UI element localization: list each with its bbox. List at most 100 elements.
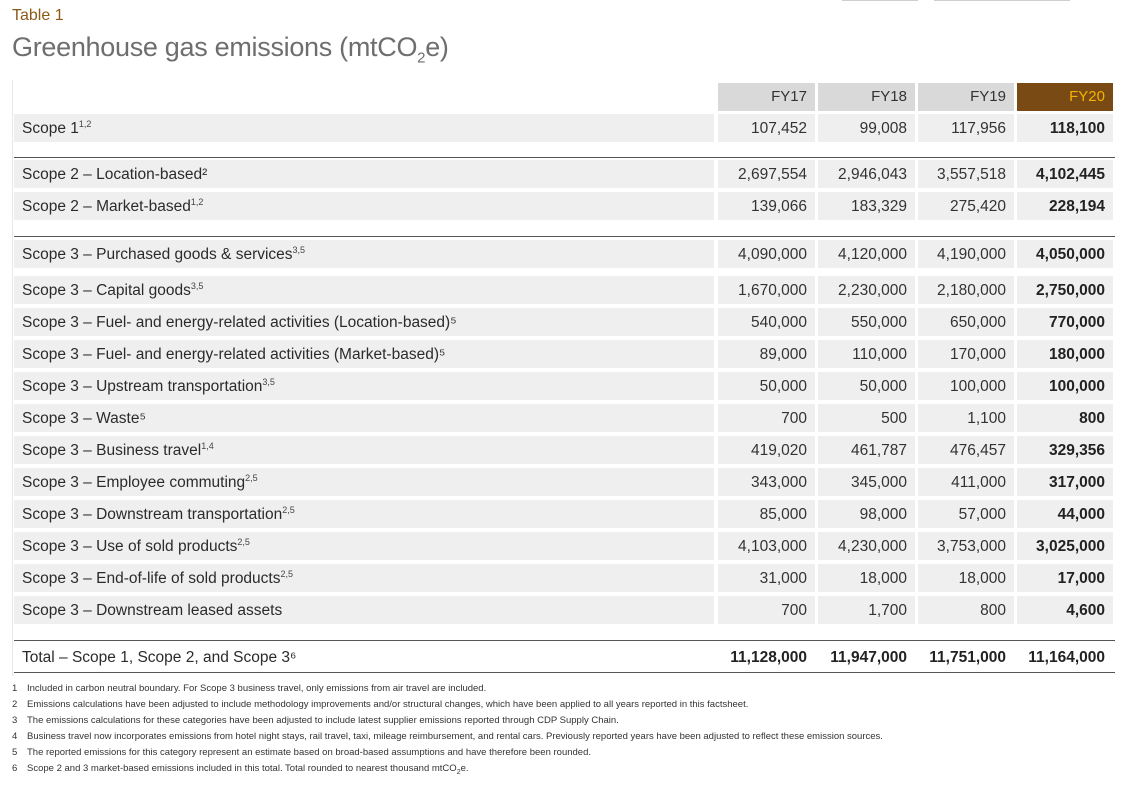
- value-fy20: 329,356: [1048, 442, 1105, 459]
- label-cell-bg: [14, 532, 714, 560]
- label-cell-bg: [14, 468, 714, 496]
- value-cell-bg: [718, 308, 815, 336]
- value-cell-bg: [818, 192, 915, 220]
- value-cell-bg: [1017, 564, 1113, 592]
- label-cell-bg: [14, 114, 714, 142]
- footnote-3: 3 The emissions calculations for these ca…: [12, 715, 619, 726]
- row-label: Scope 2 – Location-based²: [22, 166, 208, 183]
- value-fy19: 11,751,000: [929, 649, 1006, 666]
- value-cell-bg: [918, 114, 1014, 142]
- value-fy19: 117,956: [951, 120, 1006, 137]
- footnote-2: 2 Emissions calculations have been adjust…: [12, 699, 749, 710]
- table-row: Scope 3 – End-of-life of sold products2,…: [14, 564, 1115, 592]
- value-cell-bg: [1017, 114, 1113, 142]
- value-fy20: 228,194: [1048, 198, 1105, 215]
- value-fy20: 180,000: [1048, 346, 1105, 363]
- label-cell-bg: [14, 308, 714, 336]
- value-fy17: 139,066: [750, 198, 807, 215]
- value-fy17: 11,128,000: [730, 649, 807, 666]
- column-header-fy18: FY18: [818, 83, 915, 111]
- value-cell-bg: [818, 500, 915, 528]
- value-cell-bg: [718, 340, 815, 368]
- value-cell-bg: [718, 276, 815, 304]
- value-fy20: 11,164,000: [1028, 649, 1105, 666]
- value-cell-bg: [818, 276, 915, 304]
- value-cell-bg: [718, 160, 815, 188]
- value-cell-bg: [918, 160, 1014, 188]
- top-edge-mark: [934, 0, 1070, 1]
- value-fy19: 4,190,000: [937, 246, 1006, 263]
- value-fy18: 183,329: [850, 198, 907, 215]
- value-cell-bg: [1017, 160, 1113, 188]
- row-label: Scope 3 – Capital goods3,5: [22, 280, 204, 299]
- value-cell-bg: [718, 532, 815, 560]
- value-cell-bg: [1017, 372, 1113, 400]
- footnote-4: 4 Business travel now incorporates emissi…: [12, 731, 883, 742]
- value-cell-bg: [718, 468, 815, 496]
- value-fy20: 800: [1079, 410, 1105, 427]
- row-label: Scope 11,2: [22, 118, 92, 137]
- table-row: Scope 3 – Upstream transportation3,5 50,0…: [14, 372, 1115, 400]
- total-top-rule: [14, 640, 1115, 641]
- value-fy19: 170,000: [949, 346, 1006, 363]
- value-cell-bg: [1017, 468, 1113, 496]
- footnote-5: 5 The reported emissions for this categor…: [12, 747, 592, 758]
- value-fy18: 11,947,000: [830, 649, 907, 666]
- table-eyebrow: Table 1: [12, 7, 64, 24]
- value-cell-bg: [718, 192, 815, 220]
- label-cell-bg: [14, 240, 714, 268]
- value-cell-bg: [718, 436, 815, 464]
- value-fy18: 99,008: [859, 120, 907, 137]
- table-row: Scope 3 – Purchased goods & services3,5 4…: [14, 240, 1115, 268]
- value-cell-bg: [1017, 596, 1113, 624]
- value-cell-bg: [818, 468, 915, 496]
- row-label: Scope 3 – Fuel- and energy-related activ…: [22, 314, 457, 331]
- column-header-fy19: FY19: [918, 83, 1014, 111]
- label-cell-bg: [14, 564, 714, 592]
- row-label: Scope 3 – Purchased goods & services3,5: [22, 244, 306, 263]
- value-cell-bg: [818, 596, 915, 624]
- footnote-1: 1 Included in carbon neutral boundary. Fo…: [12, 683, 487, 694]
- value-fy18: 98,000: [859, 506, 907, 523]
- label-cell-bg: [14, 404, 714, 432]
- value-cell-bg: [1017, 436, 1113, 464]
- value-fy18: 4,120,000: [838, 246, 907, 263]
- value-cell-bg: [718, 240, 815, 268]
- value-fy19: 3,753,000: [937, 538, 1006, 555]
- value-fy18: 4,230,000: [838, 538, 907, 555]
- row-label: Scope 3 – Fuel- and energy-related activ…: [22, 346, 446, 363]
- label-cell-bg: [14, 340, 714, 368]
- table-row: Scope 3 – Downstream transportation2,5 85…: [14, 500, 1115, 528]
- value-fy18: 2,230,000: [838, 282, 907, 299]
- value-cell-bg: [918, 192, 1014, 220]
- top-edge-mark: [842, 0, 918, 1]
- row-label: Scope 3 – Upstream transportation3,5: [22, 376, 275, 395]
- value-cell-bg: [718, 564, 815, 592]
- value-cell-bg: [918, 500, 1014, 528]
- value-cell-bg: [918, 240, 1014, 268]
- value-fy20: 4,600: [1066, 602, 1105, 619]
- row-label: Scope 3 – End-of-life of sold products2,…: [22, 568, 293, 587]
- section-divider: [14, 157, 1115, 158]
- label-cell-bg: [14, 276, 714, 304]
- row-label: Scope 3 – Business travel1,4: [22, 440, 214, 459]
- column-header-fy17: FY17: [718, 83, 815, 111]
- value-fy19: 18,000: [958, 570, 1006, 587]
- value-cell-bg: [1017, 532, 1113, 560]
- value-fy19: 100,000: [949, 378, 1006, 395]
- value-fy19: 800: [980, 602, 1006, 619]
- label-cell-bg: [14, 596, 714, 624]
- value-fy17: 50,000: [759, 378, 807, 395]
- row-label: Scope 3 – Employee commuting2,5: [22, 472, 258, 491]
- value-fy17: 85,000: [759, 506, 807, 523]
- value-fy19: 1,100: [967, 410, 1006, 427]
- value-cell-bg: [918, 532, 1014, 560]
- column-header-fy20: FY20: [1017, 83, 1113, 111]
- row-label: Scope 3 – Waste⁵: [22, 410, 146, 427]
- value-fy17: 540,000: [750, 314, 807, 331]
- value-cell-bg: [818, 308, 915, 336]
- value-fy19: 2,180,000: [937, 282, 1006, 299]
- value-cell-bg: [718, 596, 815, 624]
- value-fy19: 3,557,518: [937, 166, 1006, 183]
- label-cell-bg: [14, 372, 714, 400]
